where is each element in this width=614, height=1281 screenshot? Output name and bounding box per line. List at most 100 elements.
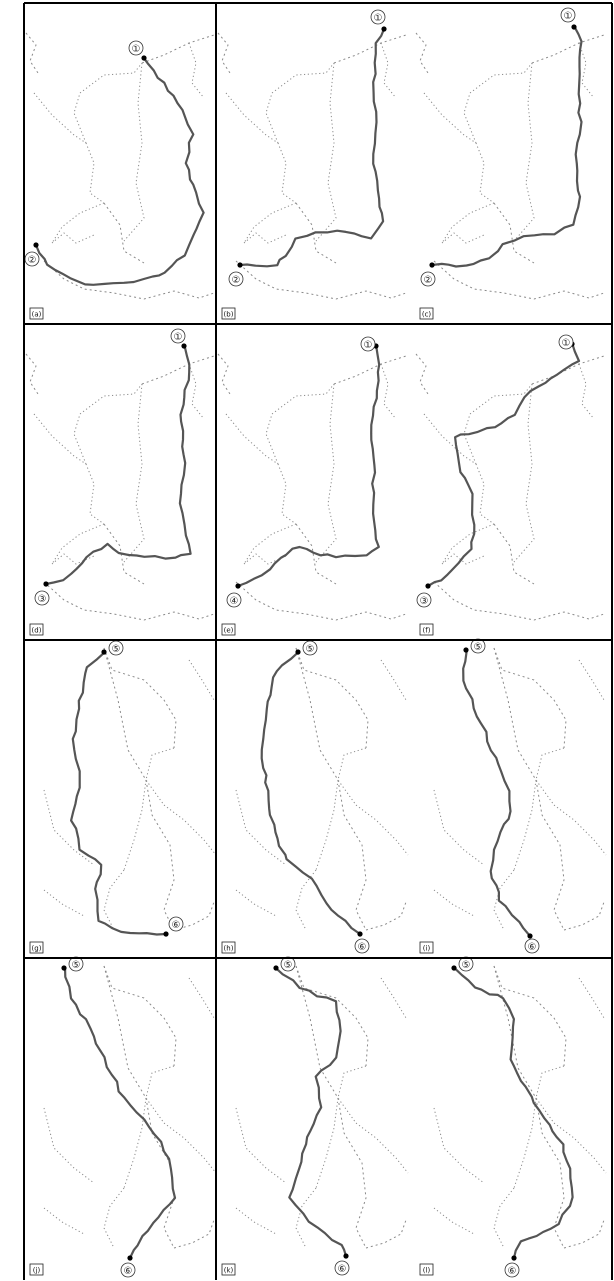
end-node-label: ⑥ <box>338 1264 347 1275</box>
road-segment <box>225 413 279 465</box>
end-node-circle <box>34 590 50 606</box>
panel-f: ① ③ (f) <box>415 334 605 636</box>
panel-h: ⑤ ⑥ (h) <box>221 640 409 954</box>
end-node-circle <box>226 592 242 608</box>
road-segment <box>145 1065 175 1124</box>
panel-k: ⑤ ⑥ (k) <box>221 956 409 1276</box>
start-node-label: ⑤ <box>112 644 121 655</box>
road-segment <box>493 965 537 1099</box>
end-node-dot <box>163 931 169 937</box>
road-segment <box>51 553 95 565</box>
road-segment <box>315 779 339 871</box>
start-node-dot <box>61 965 67 971</box>
road-segment <box>43 889 85 917</box>
end-node-label: ⑥ <box>358 942 367 953</box>
start-node-dot <box>273 965 279 971</box>
road-segment <box>188 977 215 1019</box>
panel-c: ① ② (c) <box>415 7 605 320</box>
road-segment <box>141 355 215 385</box>
panel-e: ① ④ (e) <box>217 336 407 636</box>
panel-label-10: (k) <box>224 1267 234 1275</box>
end-node-label: ② <box>232 275 241 286</box>
start-node-dot <box>451 965 457 971</box>
selected-route <box>34 57 205 286</box>
road-segment <box>295 965 369 1067</box>
road-segment <box>103 647 177 749</box>
road-segment <box>43 260 215 300</box>
road-segment <box>188 42 205 99</box>
end-node-dot <box>343 1253 349 1259</box>
end-node-label: ⑥ <box>124 1266 133 1277</box>
road-segment <box>433 1207 475 1235</box>
end-node-label: ⑥ <box>508 1266 517 1277</box>
road-segment <box>513 779 537 871</box>
start-node-circle <box>128 40 144 56</box>
road-segment <box>173 1219 215 1249</box>
road-segment <box>578 363 595 420</box>
road-segment <box>123 1097 147 1189</box>
panel-label-3: (d) <box>32 627 42 635</box>
panel-label-box-7 <box>221 941 236 954</box>
road-segment <box>463 62 533 144</box>
road-segment <box>423 92 477 144</box>
road-segment <box>265 62 335 144</box>
panel-label-box-8 <box>419 941 434 954</box>
start-node-dot <box>141 55 147 61</box>
road-segment <box>103 523 145 585</box>
road-segment <box>337 1097 367 1249</box>
panel-grid <box>23 2 613 1280</box>
selected-route <box>260 650 361 935</box>
panel-label-1: (b) <box>224 311 234 319</box>
road-segment <box>43 1207 85 1235</box>
end-node-label: ③ <box>38 594 47 605</box>
road-segment <box>365 901 407 931</box>
road-segment <box>365 1219 407 1249</box>
road-segment <box>295 523 337 585</box>
road-segment <box>531 355 605 385</box>
end-node-dot <box>33 242 39 248</box>
start-node-circle <box>560 7 576 23</box>
road-segment <box>243 232 287 244</box>
panel-label-5: (f) <box>423 627 431 635</box>
road-segment <box>563 901 605 931</box>
road-segment <box>265 383 335 465</box>
end-node-circle <box>416 592 432 608</box>
road-segment <box>295 647 339 781</box>
panel-label-0: (a) <box>32 311 42 319</box>
road-segment <box>513 1097 537 1189</box>
panel-label-6: (g) <box>32 945 42 953</box>
panel-label-box-5 <box>419 623 434 636</box>
end-node-dot <box>425 583 431 589</box>
road-segment <box>535 747 565 806</box>
road-segment <box>235 889 277 917</box>
start-node-label: ⑤ <box>306 644 315 655</box>
end-node-circle <box>504 1262 520 1278</box>
road-segment <box>355 1122 409 1174</box>
end-node-dot <box>43 581 49 587</box>
selected-route <box>239 28 386 268</box>
selected-route <box>70 651 167 936</box>
road-segment <box>295 202 337 264</box>
road-segment <box>493 202 535 264</box>
road-segment <box>563 1219 605 1249</box>
end-node-label: ⑥ <box>172 920 181 931</box>
selected-route <box>454 968 574 1259</box>
start-node-label: ① <box>562 338 571 349</box>
road-segment <box>531 34 605 64</box>
road-segment <box>173 901 215 931</box>
start-node-circle <box>370 9 386 25</box>
road-segment <box>337 747 367 806</box>
panel-label-8: (i) <box>423 945 431 953</box>
road-segment <box>235 260 407 300</box>
start-node-dot <box>463 647 469 653</box>
panel-label-11: (l) <box>423 1267 431 1275</box>
road-segment <box>123 779 147 871</box>
start-node-circle <box>558 334 574 350</box>
road-segment <box>441 232 485 244</box>
road-segment <box>145 747 175 806</box>
road-segment <box>333 34 407 64</box>
start-node-label: ⑤ <box>72 960 81 971</box>
road-segment <box>141 34 215 64</box>
road-segment <box>33 92 87 144</box>
